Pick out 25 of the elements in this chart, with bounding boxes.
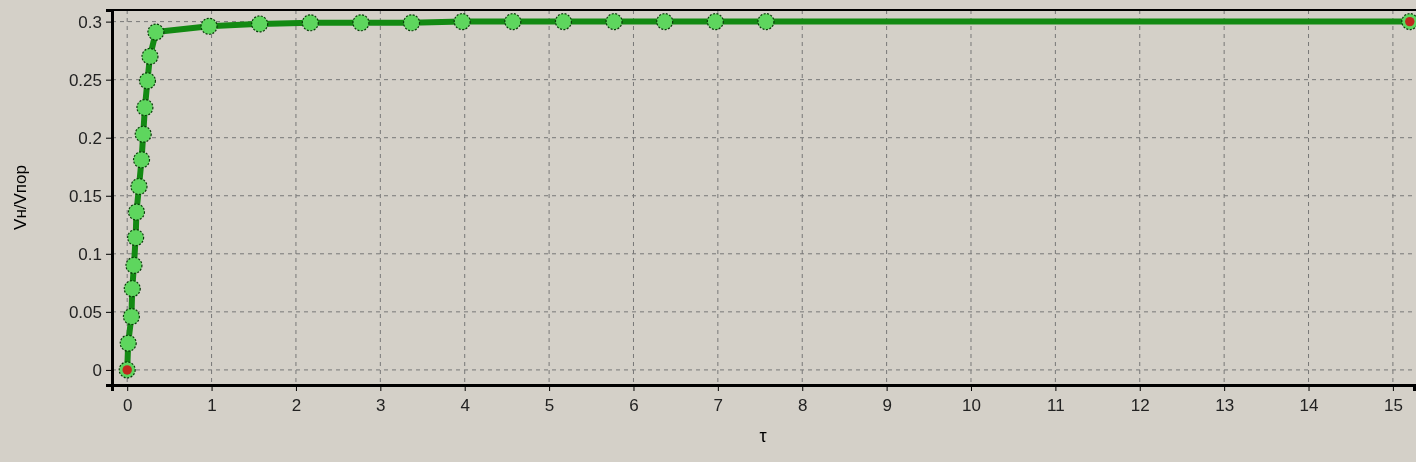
x-tick-label: 15	[1383, 396, 1403, 416]
y-tick-label: 0.15	[68, 186, 102, 206]
x-tick-label: 8	[798, 396, 808, 416]
y-axis-title: Vн/Vпор	[11, 165, 30, 230]
y-tick-label: 0.25	[68, 70, 102, 90]
x-tick-label: 3	[376, 396, 386, 416]
x-tick-label: 14	[1299, 396, 1319, 416]
x-tick-label: 4	[460, 396, 470, 416]
x-tick-label: 13	[1215, 396, 1235, 416]
x-tick-label: 7	[713, 396, 724, 416]
y-tick-label: 0.3	[78, 12, 102, 32]
x-tick-label: 12	[1130, 396, 1150, 416]
x-tick-label: 1	[207, 396, 217, 416]
x-axis-title: τ	[759, 426, 767, 446]
x-tick-label: 9	[882, 396, 892, 416]
x-tick-label: 10	[962, 396, 981, 416]
y-tick-label: 0.1	[78, 244, 102, 264]
x-tick-label: 6	[629, 396, 639, 416]
x-tick-label: 2	[291, 396, 302, 416]
y-tick-label: 0.05	[68, 302, 102, 322]
y-tick-label: 0.2	[78, 128, 102, 148]
x-tick-label: 0	[122, 396, 133, 416]
x-tick-label: 11	[1047, 396, 1065, 416]
y-tick-label: 0	[92, 360, 102, 380]
x-tick-label: 5	[544, 396, 555, 416]
